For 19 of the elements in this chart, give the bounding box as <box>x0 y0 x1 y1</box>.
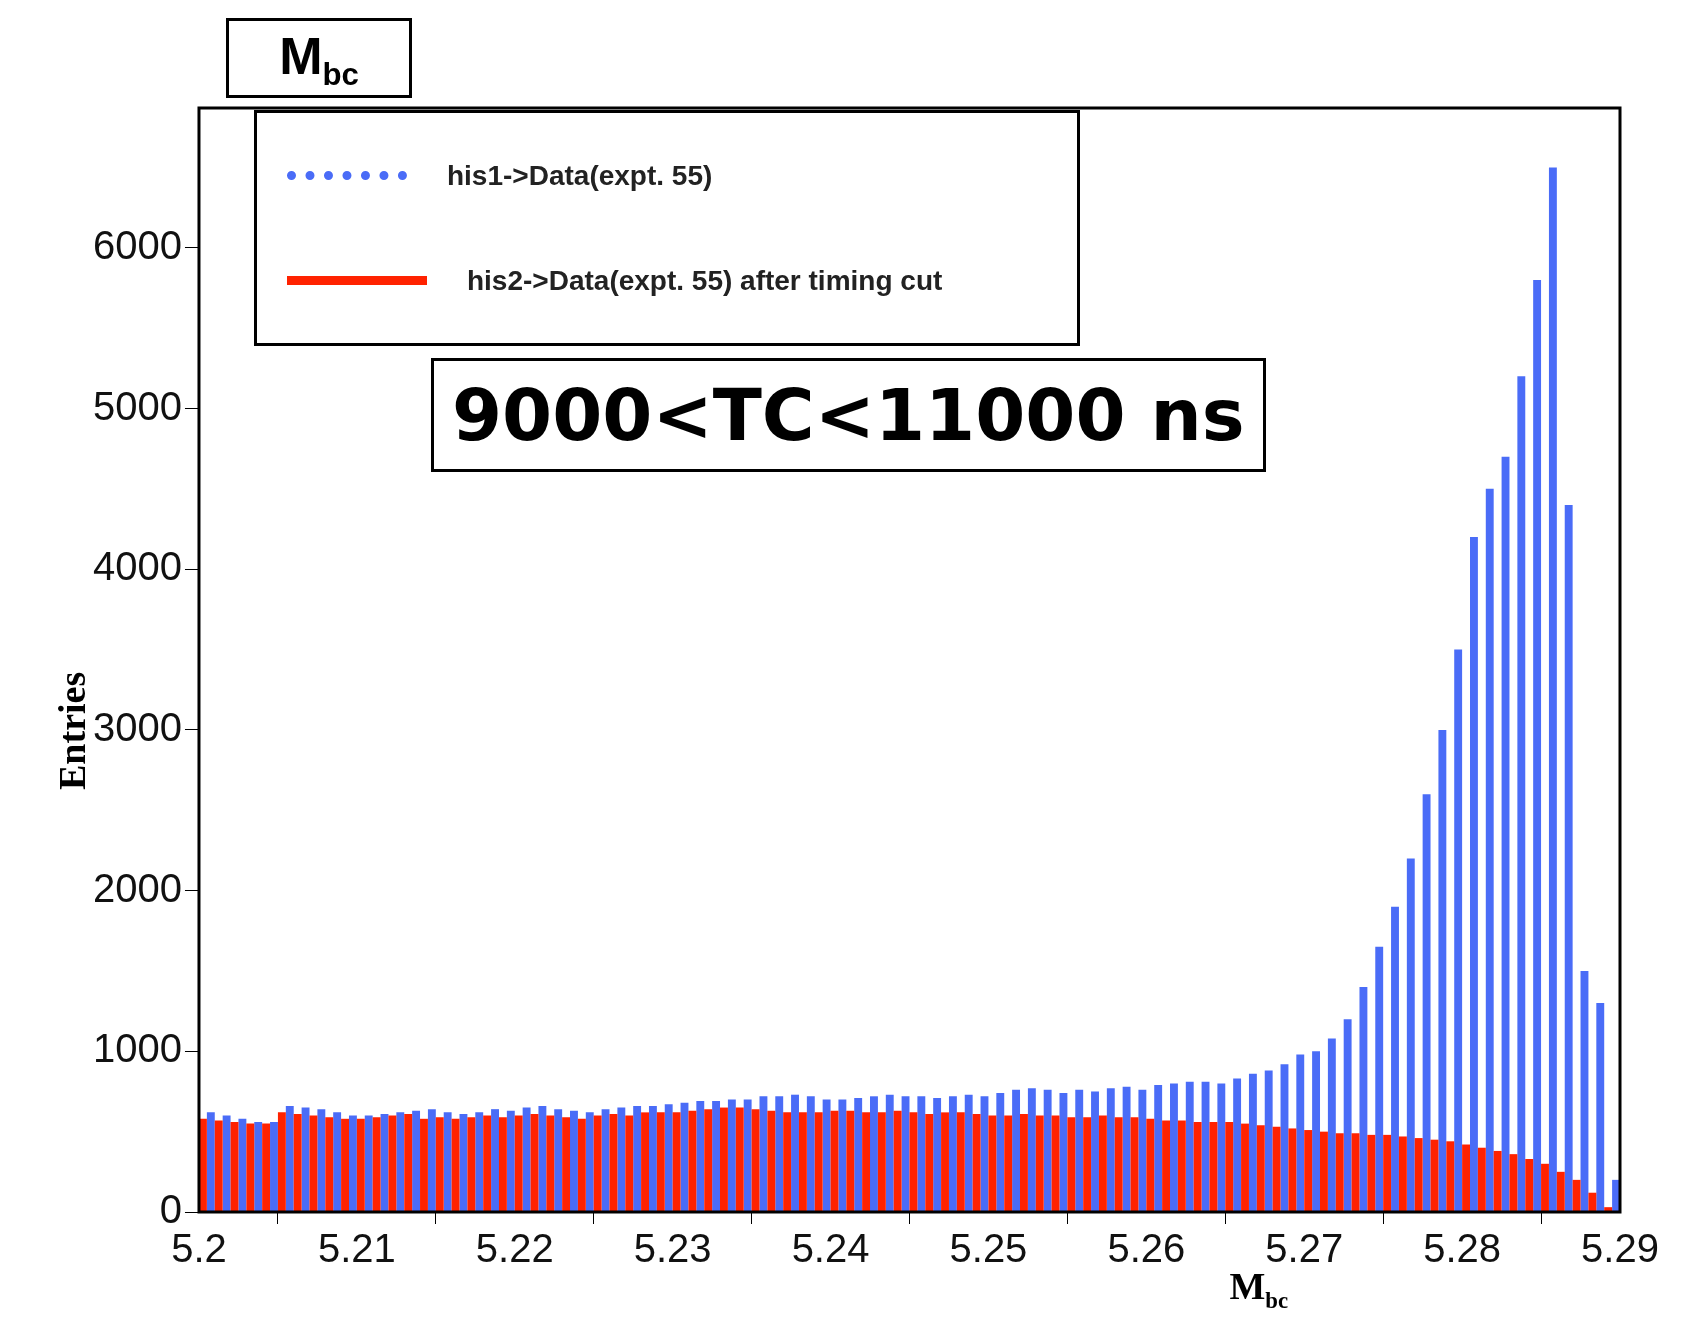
y-tick-label: 4000 <box>93 544 182 589</box>
x-tick-label: 5.29 <box>1581 1226 1659 1271</box>
x-tick-label: 5.21 <box>317 1226 396 1271</box>
x-tick-label: 5.26 <box>1107 1226 1186 1271</box>
y-tick-label: 5000 <box>93 383 182 428</box>
legend-label: his1->Data(expt. 55) <box>446 159 713 192</box>
x-tick-label: 5.24 <box>791 1226 870 1271</box>
y-tick-label: 2000 <box>93 865 182 910</box>
y-axis-title: Entries <box>50 671 94 790</box>
annotation: 9000<TC<11000 ns <box>430 358 1266 472</box>
y-tick-label: 1000 <box>93 1026 182 1071</box>
x-tick-label: 5.23 <box>633 1226 712 1271</box>
chart-title: M$_{bc}$ <box>226 18 412 98</box>
y-tick-label: 6000 <box>93 222 182 267</box>
x-tick-label: 5.28 <box>1423 1226 1502 1271</box>
legend-label: his2->Data(expt. 55) after timing cut <box>466 264 943 297</box>
x-tick-label: 5.22 <box>475 1226 554 1271</box>
y-tick-label: 3000 <box>93 704 182 749</box>
x-tick-label: 5.25 <box>949 1226 1028 1271</box>
